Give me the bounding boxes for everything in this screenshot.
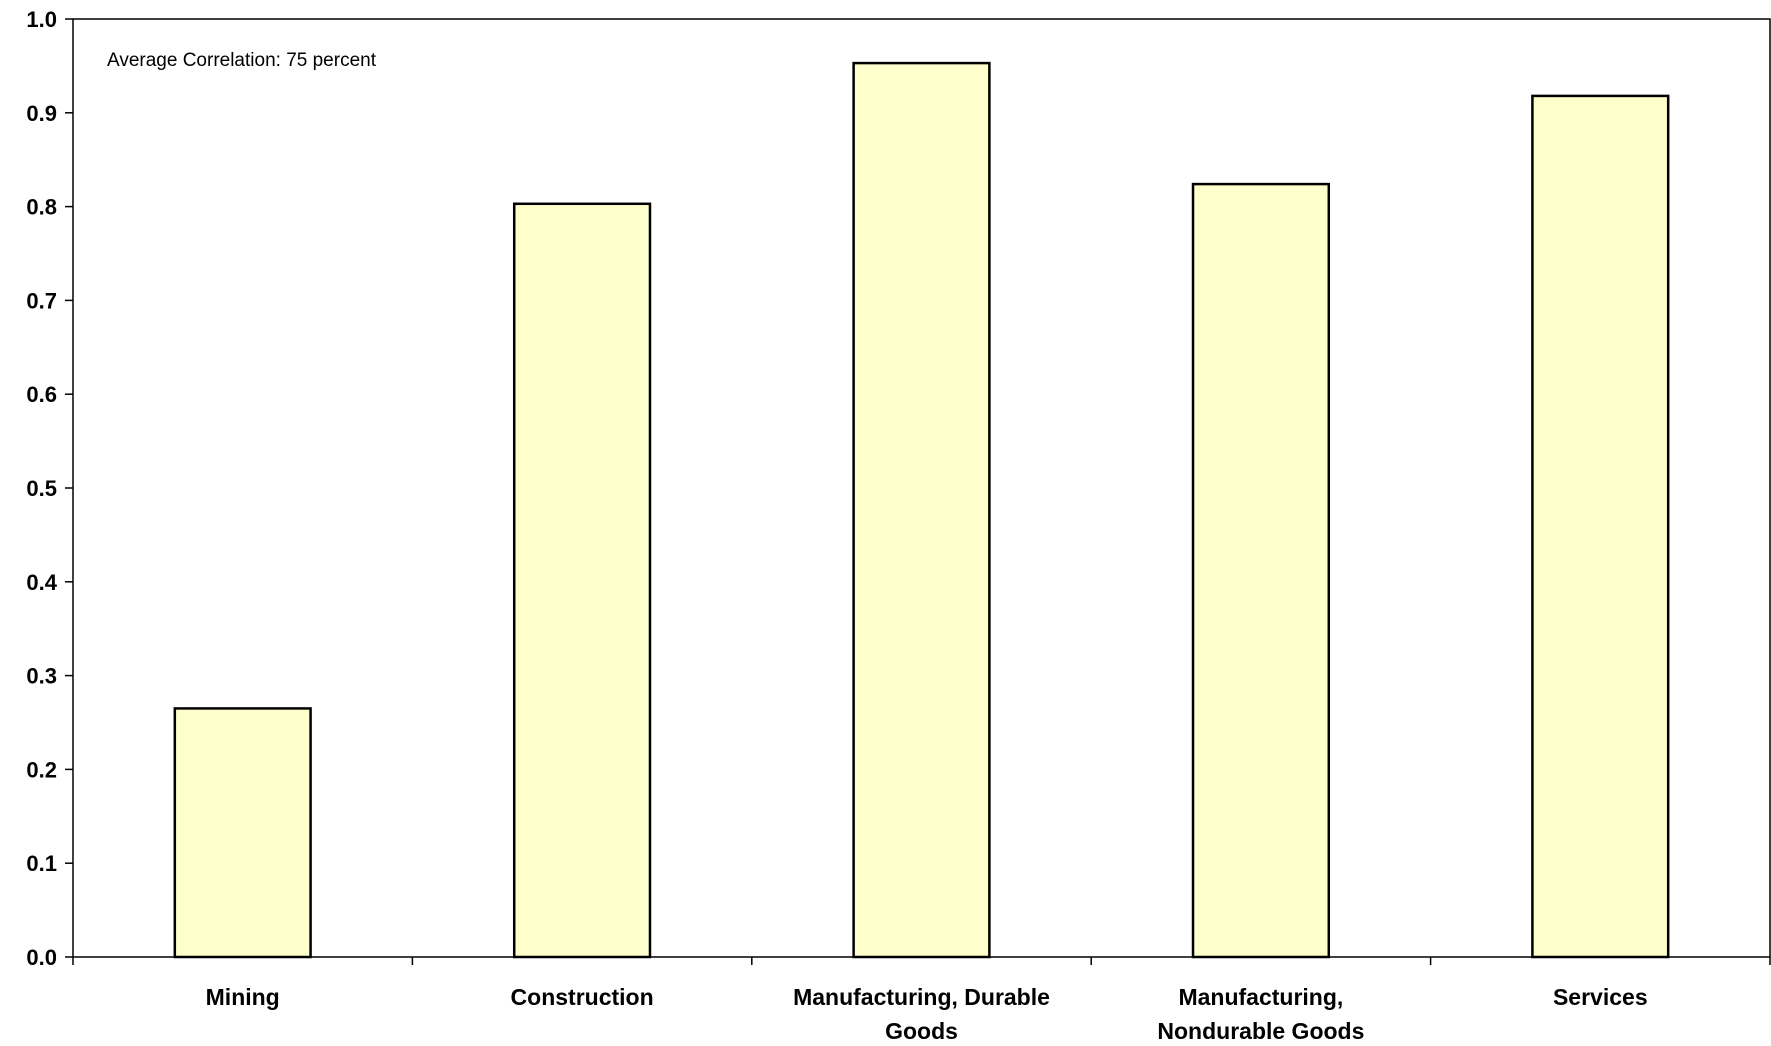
bar [173,707,312,959]
bar [512,202,652,959]
category-label: Construction [511,984,654,1010]
category-labels: Mining Construction Manufacturing, Durable… [206,984,1648,1044]
y-tick-label: 0.9 [26,101,57,126]
y-tick-label: 0.1 [26,851,57,876]
category-label: Services [1553,984,1648,1010]
category-label: Nondurable Goods [1157,1018,1364,1044]
bar [852,61,991,959]
category-label: Goods [885,1018,958,1044]
y-axis: 0.0 0.1 0.2 0.3 0.4 0.5 0.6 0.7 0.8 0.9 1.0 [26,7,73,970]
bar [1191,182,1331,959]
y-tick-label: 0.8 [26,195,57,220]
bar [1531,94,1670,959]
y-tick-label: 0.3 [26,664,57,689]
category-label: Manufacturing, Durable [793,984,1050,1010]
y-tick-label: 0.2 [26,757,57,782]
chart-annotation: Average Correlation: 75 percent [107,50,377,71]
x-axis [72,957,1771,965]
category-label: Manufacturing, [1178,984,1343,1010]
y-tick-label: 0.6 [26,382,57,407]
y-tick-label: 1.0 [26,7,57,32]
bars [173,61,1670,959]
y-tick-label: 0.0 [26,945,57,970]
y-tick-label: 0.5 [26,476,57,501]
y-tick-label: 0.7 [26,288,57,313]
y-tick-label: 0.4 [26,570,57,595]
category-label: Mining [206,984,280,1010]
